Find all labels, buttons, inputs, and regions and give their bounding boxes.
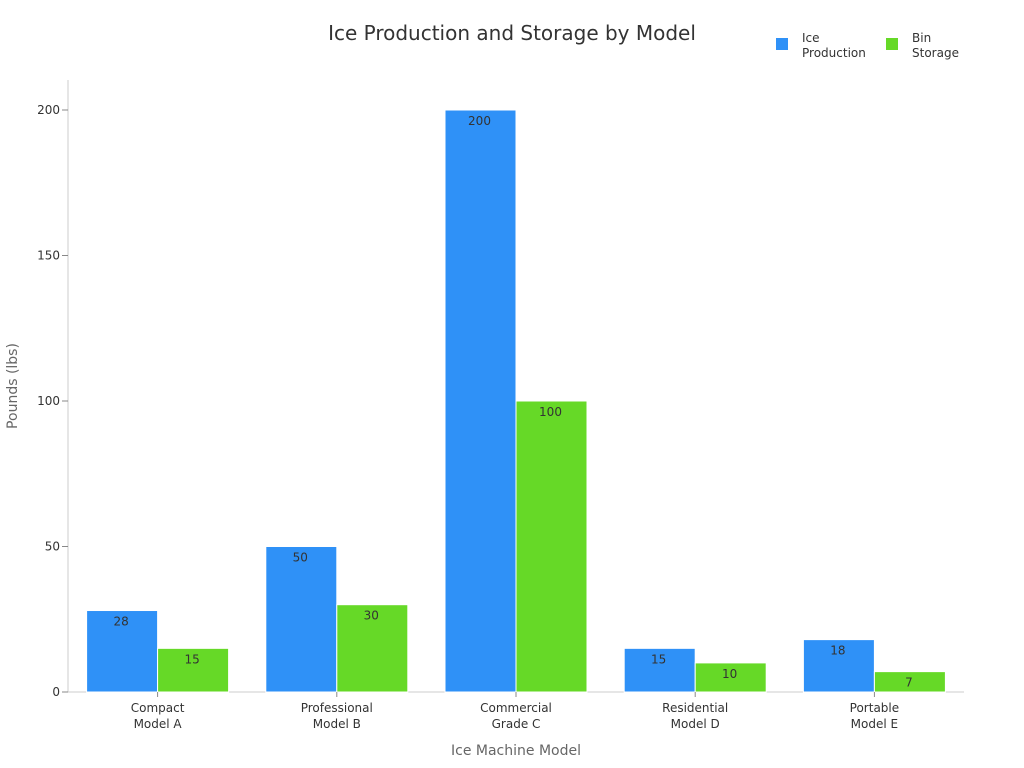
- x-tick-label: Model D: [671, 717, 720, 731]
- y-tick-label: 0: [52, 685, 60, 699]
- legend-label: Storage: [912, 46, 959, 60]
- legend-label: Ice: [802, 31, 820, 45]
- bar-ice-production: [86, 610, 159, 693]
- x-tick-label: Model B: [313, 717, 361, 731]
- bar-value-label: 100: [539, 405, 562, 419]
- bar-value-label: 28: [113, 615, 128, 629]
- bar-bin-storage: [515, 400, 588, 693]
- bar-value-label: 50: [293, 551, 308, 565]
- x-axis-title: Ice Machine Model: [451, 743, 581, 759]
- x-tick-label: Commercial: [480, 701, 552, 715]
- y-ticks: 0 50 100 150 200: [37, 103, 68, 699]
- bar-value-label: 200: [468, 114, 491, 128]
- bar-bin-storage: [157, 647, 230, 693]
- bar-ice-production: [802, 639, 875, 693]
- y-tick-label: 200: [37, 103, 60, 117]
- bar-value-label: 15: [184, 652, 199, 666]
- bar-value-label: 18: [830, 644, 845, 658]
- x-tick-label: Grade C: [492, 717, 541, 731]
- legend-label: Production: [802, 46, 866, 60]
- x-tick-label: Professional: [301, 701, 373, 715]
- bar-bin-storage: [873, 671, 946, 693]
- bar-value-label: 30: [364, 609, 379, 623]
- bar-bin-storage: [336, 604, 409, 693]
- chart-title: Ice Production and Storage by Model: [328, 21, 696, 45]
- bar-ice-production: [623, 647, 696, 693]
- bar-ice-production: [265, 546, 338, 693]
- x-tick-label: Portable: [850, 701, 899, 715]
- bars: [86, 109, 946, 693]
- bar-labels: 28 15 50 30 200 100 15 10 18 7: [113, 114, 912, 690]
- bar-bin-storage: [694, 662, 767, 693]
- bar-ice-production: [444, 109, 517, 693]
- legend-swatch: [776, 38, 788, 50]
- bar-value-label: 10: [722, 667, 737, 681]
- x-tick-label: Model E: [851, 717, 898, 731]
- x-tick-label: Residential: [662, 701, 728, 715]
- y-tick-label: 50: [45, 540, 60, 554]
- x-tick-label: Compact: [131, 701, 185, 715]
- y-axis-title: Pounds (lbs): [5, 343, 21, 429]
- x-tick-label: Model A: [134, 717, 183, 731]
- bar-value-label: 7: [905, 676, 913, 690]
- y-tick-label: 150: [37, 249, 60, 263]
- y-tick-label: 100: [37, 394, 60, 408]
- bar-value-label: 15: [651, 652, 666, 666]
- x-ticks: Compact Model A Professional Model B Commerc…: [131, 692, 899, 731]
- legend-label: Bin: [912, 31, 931, 45]
- legend-swatch: [886, 38, 898, 50]
